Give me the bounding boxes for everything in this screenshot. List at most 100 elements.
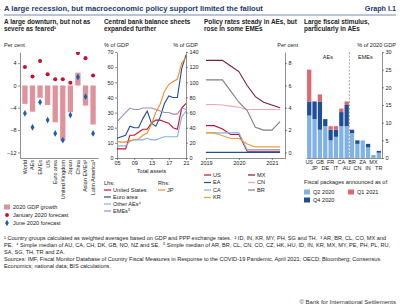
tick-label: AEs [29, 160, 35, 170]
tick: 13 [149, 158, 155, 166]
tick-label: 13 [149, 160, 155, 166]
legend: Lhs:United StatesEuro areaOther AEs⁴EMEs… [104, 180, 174, 214]
tick-label: Latin America³ [90, 160, 96, 195]
tick-label: 17 [166, 160, 172, 166]
tick-label: 140 [190, 49, 199, 55]
panel: Central bank balance sheetsexpanded furt… [104, 18, 199, 214]
tick: Japan [67, 160, 73, 175]
axis-title: Total assets [137, 168, 167, 174]
legend-label: June 2020 forecast [13, 220, 61, 226]
tick: 0 [382, 155, 389, 161]
bar [318, 94, 322, 101]
notes: ¹ Country groups calculated as weighted … [4, 235, 396, 270]
bar [323, 119, 327, 126]
bar [22, 85, 27, 103]
tick-mark [115, 113, 117, 114]
tick: 40 [186, 125, 196, 131]
bar [318, 130, 322, 158]
axis-title: % of GDP [173, 42, 198, 48]
tick-label: 2 [289, 127, 292, 133]
legend-swatch [104, 196, 111, 197]
header-rule [4, 15, 396, 16]
tick: 17 [166, 158, 172, 166]
axis: 02468 [285, 53, 292, 159]
tick: 2021 [266, 158, 278, 166]
tick-label: AU [343, 165, 351, 171]
tick-label: 5 [386, 138, 389, 144]
tick-label: 6 [289, 83, 292, 89]
tick-label: IN [365, 165, 371, 171]
tick: 140 [186, 49, 199, 55]
tick-label: 70 [107, 49, 113, 55]
tick: US [45, 160, 51, 168]
tick-label: 2019 [200, 160, 212, 166]
legend-swatch [248, 182, 255, 183]
axis-title: Per cent [277, 42, 298, 48]
bar [318, 101, 322, 129]
legend-swatch [204, 189, 211, 190]
bar [350, 129, 354, 130]
bar [361, 140, 365, 158]
tick: 60 [186, 110, 196, 116]
marker [46, 117, 50, 124]
marker [83, 56, 87, 60]
legend-swatch [248, 189, 255, 190]
tick-label: 0 [13, 83, 16, 89]
tick-mark [18, 63, 20, 64]
text-line: severe as feared¹ [4, 25, 56, 32]
bar [350, 133, 354, 158]
bar [328, 140, 332, 158]
tick-mark [18, 85, 20, 86]
tick-mark [285, 108, 287, 109]
marker [61, 137, 65, 144]
marker [46, 72, 50, 76]
bar [328, 126, 332, 130]
legend-swatch [4, 205, 10, 210]
axis-line [186, 53, 187, 159]
tick: 10 [382, 120, 392, 126]
line [117, 55, 186, 138]
tick: EMEs [37, 160, 43, 175]
bar [68, 85, 73, 112]
marker [23, 110, 27, 117]
panel-title: Central bank balance sheetsexpanded furt… [104, 18, 191, 33]
tick: 50 [107, 80, 117, 86]
bar [355, 140, 359, 144]
line [206, 80, 280, 130]
group-label: AEs [323, 54, 333, 60]
axis: 051015202530 [382, 49, 392, 161]
tick-mark [18, 152, 20, 153]
line [117, 57, 186, 142]
legend-label: CN [257, 179, 265, 185]
tick: United Kingdom [60, 160, 66, 200]
legend-swatch [5, 220, 9, 226]
bar [350, 130, 354, 134]
bar [53, 85, 58, 122]
tick-mark [186, 82, 188, 83]
tick-label: 10 [386, 120, 392, 126]
tick-label: 0 [289, 150, 292, 156]
text-line: Central bank balance sheets [104, 18, 191, 25]
legend: USEACAKRMXCNBR [204, 172, 266, 201]
tick-label: 30 [386, 49, 392, 55]
bar [312, 119, 316, 158]
sources: Sources: IMF, Fiscal Monitor Database of… [4, 256, 396, 270]
bar [83, 85, 88, 105]
tick-label: Asian EMEs² [82, 160, 88, 192]
panel-title: A large downturn, but not assevere as fe… [4, 18, 91, 32]
legend-title: Lhs: [104, 180, 115, 186]
marker [68, 112, 72, 119]
axis-line [207, 158, 286, 159]
figure-title: A large recession, but macroeconomic pol… [4, 4, 263, 13]
legend-swatch [248, 174, 255, 175]
marker [91, 130, 95, 137]
legend-label: Q4 2020 [313, 197, 334, 203]
bar [345, 105, 349, 126]
tick: China [75, 159, 81, 174]
axis-line [118, 158, 187, 159]
tick: 4 [13, 60, 20, 66]
tick: JP [311, 165, 318, 171]
tick-label: TR [375, 165, 382, 171]
legend-label: US [213, 172, 221, 178]
line [206, 152, 280, 153]
